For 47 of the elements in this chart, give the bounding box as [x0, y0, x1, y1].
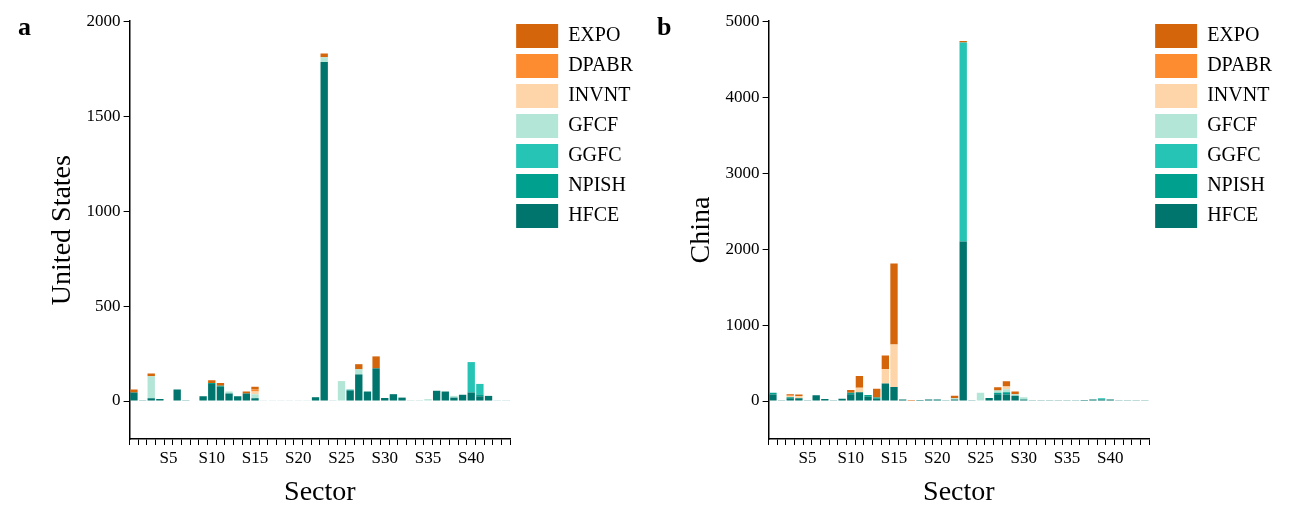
- legend-label: GFCF: [1207, 113, 1258, 136]
- legend-label: NPISH: [568, 173, 626, 196]
- x-axis-title: Sector: [284, 474, 357, 506]
- y-tick-label: 4000: [725, 86, 760, 106]
- legend-label: INVNT: [1207, 83, 1270, 106]
- legend-label: NPISH: [1207, 173, 1265, 196]
- y-tick-label: 0: [112, 390, 121, 410]
- y-tick-label: 0: [751, 390, 760, 410]
- legend-label: GFCF: [568, 113, 619, 136]
- x-tick-label: S25: [328, 447, 355, 467]
- x-tick-label: S40: [1096, 447, 1124, 467]
- y-tick-label: 1500: [86, 105, 121, 125]
- x-tick-label: S15: [880, 447, 908, 467]
- x-tick-label: S5: [798, 447, 817, 467]
- x-tick-label: S35: [1053, 447, 1081, 467]
- text: b: [657, 11, 672, 41]
- legend-label: DPABR: [1207, 53, 1273, 76]
- x-tick-label: S25: [967, 447, 994, 467]
- x-axis-title: Sector: [923, 474, 996, 506]
- y-axis-title: China: [684, 196, 716, 264]
- x-tick-label: S30: [371, 447, 398, 467]
- x-tick-label: S30: [1010, 447, 1037, 467]
- legend-label: GGFC: [1207, 143, 1261, 166]
- x-tick-label: S20: [924, 447, 951, 467]
- y-tick-label: 3000: [725, 162, 760, 182]
- y-tick-label: 1000: [86, 200, 121, 220]
- x-tick-label: S10: [837, 447, 864, 467]
- legend-label: HFCE: [568, 203, 620, 226]
- legend-label: INVNT: [568, 83, 631, 106]
- legend-label: EXPO: [1207, 23, 1260, 46]
- legend-label: DPABR: [568, 53, 634, 76]
- legend-label: GGFC: [568, 143, 622, 166]
- x-tick-label: S40: [457, 447, 485, 467]
- y-tick-label: 1000: [725, 314, 760, 334]
- y-tick-label: 5000: [725, 10, 760, 30]
- legend-label: HFCE: [1207, 203, 1259, 226]
- x-tick-label: S35: [414, 447, 442, 467]
- y-tick-label: 2000: [725, 238, 760, 258]
- x-tick-label: S15: [241, 447, 269, 467]
- y-tick-label: 500: [95, 295, 121, 315]
- legend-label: EXPO: [568, 23, 621, 46]
- text: a: [18, 11, 31, 41]
- x-tick-label: S5: [159, 447, 178, 467]
- y-axis-title: United States: [45, 155, 77, 306]
- y-tick-label: 2000: [86, 10, 121, 30]
- x-tick-label: S20: [285, 447, 312, 467]
- x-tick-label: S10: [198, 447, 225, 467]
